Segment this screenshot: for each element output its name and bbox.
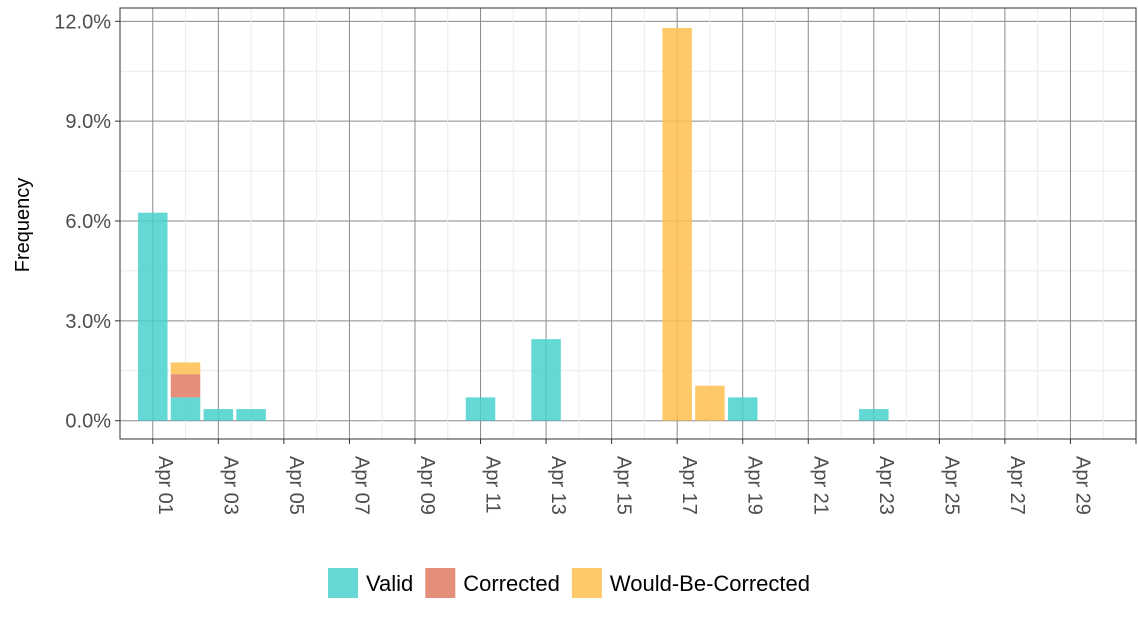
- bar-would-be-corrected-2020-04-18: [695, 385, 725, 421]
- x-tick-label: Apr 23: [875, 456, 897, 515]
- y-tick-label: 9.0%: [65, 111, 111, 133]
- x-tick-label: Apr 01: [154, 456, 176, 515]
- bar-would-be-corrected-2020-04-02: [170, 362, 201, 375]
- x-axis: Apr 01 Apr 03 Apr 05 Apr 07 Apr 09 Apr 11 Apr …: [152, 439, 1138, 522]
- x-tick-label: Apr 09: [416, 456, 438, 515]
- y-tick-label: 6.0%: [65, 211, 111, 233]
- x-tick-label: Apr 19: [744, 456, 766, 515]
- x-tick-label: Apr 11: [482, 456, 504, 513]
- x-tick-label: Apr 27: [1006, 456, 1028, 515]
- legend-key-corrected: [425, 568, 456, 598]
- bar-valid-2020-04-02: [170, 397, 201, 421]
- plot-panel-border: [119, 7, 1137, 440]
- x-tick-label: Apr 29: [1071, 456, 1093, 515]
- x-tick-label: Apr 13: [547, 456, 569, 515]
- y-axis: 0.0% 3.0% 6.0% 9.0% 12.0%: [54, 11, 120, 433]
- bar-corrected-2020-04-02: [170, 374, 201, 398]
- x-tick-label: Apr 05: [285, 456, 307, 515]
- grid-lines: [120, 8, 1137, 439]
- legend-label: Valid: [366, 571, 413, 596]
- y-tick-label: 3.0%: [65, 311, 111, 333]
- bar-valid-2020-04-04: [236, 409, 266, 421]
- legend-key-valid: [327, 568, 358, 598]
- bar-valid-2020-04-11: [465, 397, 496, 421]
- bar-valid-2020-04-03: [203, 409, 234, 421]
- x-tick-label: Apr 25: [940, 456, 962, 515]
- bar-valid-2020-04-23: [859, 409, 889, 421]
- bar-valid-2020-04-19: [727, 397, 758, 421]
- legend-key-would-be-corrected: [571, 568, 602, 598]
- legend: Valid Corrected Would-Be-Corrected: [327, 568, 810, 598]
- x-tick-label: Apr 17: [678, 456, 700, 515]
- bar-would-be-corrected-2020-04-17: [662, 27, 692, 421]
- x-tick-label: Apr 03: [219, 456, 241, 515]
- bars: [138, 27, 889, 421]
- y-tick-label: 0.0%: [65, 411, 111, 433]
- y-axis-title: Frequency: [12, 178, 34, 273]
- bar-valid-2020-04-01: [138, 212, 168, 421]
- legend-label: Would-Be-Corrected: [610, 571, 810, 596]
- bar-valid-2020-04-13: [531, 339, 561, 421]
- x-tick-label: Apr 15: [613, 456, 635, 515]
- y-tick-label: 12.0%: [54, 11, 111, 33]
- legend-label: Corrected: [463, 571, 560, 596]
- x-tick-label: Apr 07: [350, 456, 372, 515]
- x-tick-label: Apr 21: [809, 456, 831, 515]
